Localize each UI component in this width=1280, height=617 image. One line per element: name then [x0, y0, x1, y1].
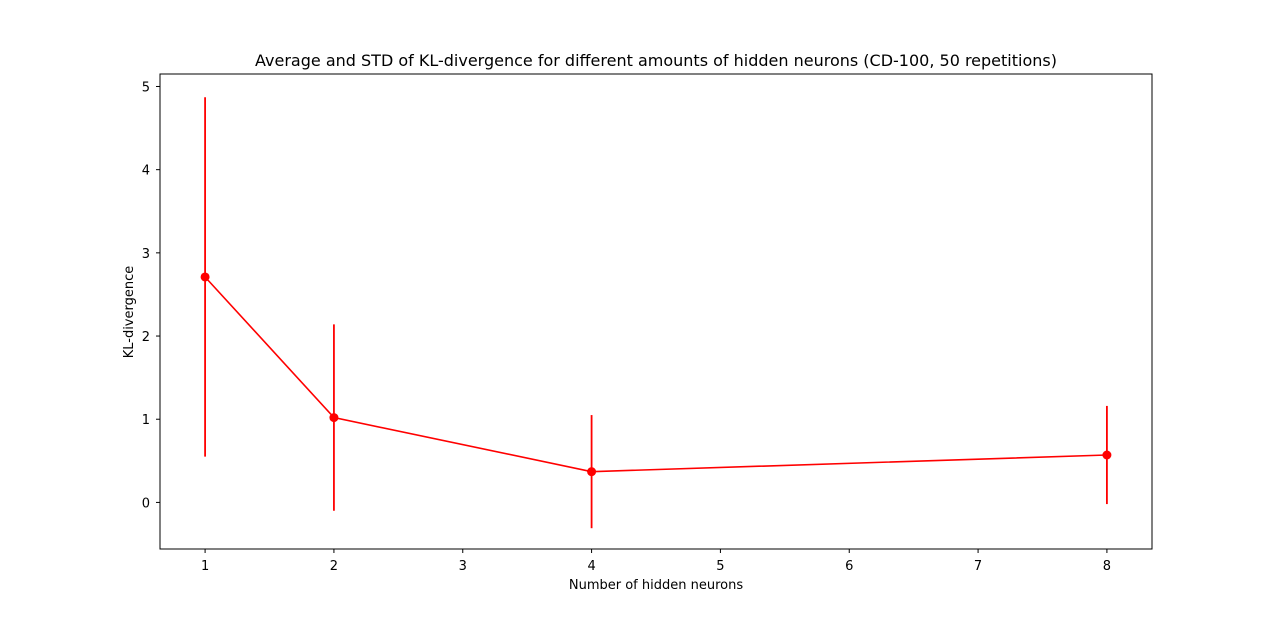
- data-point: [200, 272, 210, 282]
- plot-frame: [159, 73, 1153, 550]
- x-tick-label: 8: [1103, 559, 1111, 574]
- x-axis: 1 2 3 4 5 6 7 8: [201, 549, 1111, 574]
- data-point: [329, 413, 339, 423]
- y-tick-label: 2: [142, 330, 150, 345]
- data-point: [587, 467, 597, 477]
- y-tick-label: 1: [142, 413, 150, 428]
- y-axis-label: KL-divergence: [122, 266, 137, 359]
- data-point: [1102, 450, 1112, 460]
- x-tick-label: 3: [459, 559, 467, 574]
- series-line: [204, 276, 1107, 473]
- y-tick-label: 4: [142, 164, 150, 179]
- y-tick-label: 3: [142, 247, 150, 262]
- x-axis-label: Number of hidden neurons: [569, 578, 743, 593]
- plot-area: [200, 97, 1112, 529]
- y-tick-label: 5: [142, 80, 150, 95]
- y-tick-label: 0: [142, 496, 150, 511]
- y-axis: 0 1 2 3 4 5: [142, 80, 160, 511]
- x-tick-label: 1: [201, 559, 209, 574]
- x-tick-label: 5: [716, 559, 724, 574]
- x-tick-label: 4: [587, 559, 595, 574]
- x-tick-label: 6: [845, 559, 853, 574]
- x-tick-label: 7: [974, 559, 982, 574]
- chart-title: Average and STD of KL-divergence for dif…: [255, 51, 1057, 70]
- x-tick-label: 2: [330, 559, 338, 574]
